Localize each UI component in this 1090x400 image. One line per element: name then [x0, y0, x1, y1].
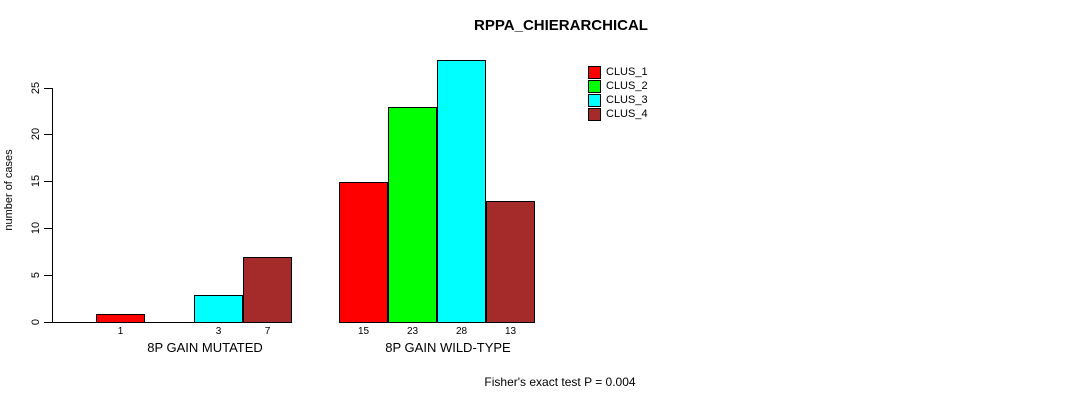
category-label: 8P GAIN WILD-TYPE: [385, 340, 511, 355]
bar-clus_3-1: [194, 295, 243, 323]
y-tick: [44, 134, 52, 136]
y-tick-label: 20: [30, 128, 42, 141]
y-axis-label: number of cases: [3, 149, 15, 231]
y-tick: [44, 87, 52, 89]
legend-label: CLUS_1: [606, 66, 648, 78]
x-axis-line: [52, 322, 292, 323]
bar-value-label: 13: [504, 326, 517, 337]
y-tick-label: 15: [30, 175, 42, 188]
legend-swatch-icon: [588, 80, 601, 93]
legend-label: CLUS_4: [606, 108, 648, 120]
y-tick-label: 25: [30, 81, 42, 94]
bar-value-label: 3: [215, 326, 222, 337]
y-tick: [44, 181, 52, 183]
legend-swatch-icon: [588, 66, 601, 79]
bar-value-label: 28: [455, 326, 468, 337]
y-tick: [44, 275, 52, 277]
bar-clus_4-2: [486, 201, 535, 323]
bar-value-label: 23: [406, 326, 419, 337]
annotation-text: Fisher's exact test P = 0.004: [484, 375, 636, 389]
legend-item: CLUS_3: [588, 94, 648, 107]
bar-clus_4-1: [243, 257, 292, 323]
bar-clus_3-2: [437, 60, 486, 323]
legend-label: CLUS_2: [606, 80, 648, 92]
legend-swatch-icon: [588, 94, 601, 107]
y-tick: [44, 228, 52, 230]
y-tick-label: 10: [30, 222, 42, 235]
legend-label: CLUS_3: [606, 94, 648, 106]
bar-clus_2-2: [388, 107, 437, 323]
legend-item: CLUS_2: [588, 80, 648, 93]
legend-item: CLUS_1: [588, 66, 648, 79]
legend-swatch-icon: [588, 108, 601, 121]
bar-value-label: 1: [117, 326, 124, 337]
bar-value-label: 15: [357, 326, 370, 337]
bar-value-label: 7: [264, 326, 271, 337]
y-axis-line: [52, 88, 53, 323]
y-tick-label: 0: [30, 318, 42, 326]
legend-item: CLUS_4: [588, 108, 648, 121]
category-label: 8P GAIN MUTATED: [147, 340, 263, 355]
y-tick-label: 5: [30, 272, 42, 279]
chart-title: RPPA_CHIERARCHICAL: [474, 17, 648, 34]
bar-clus_1-2: [339, 182, 388, 323]
bar-clus_1-1: [96, 314, 145, 323]
y-tick: [44, 322, 52, 323]
